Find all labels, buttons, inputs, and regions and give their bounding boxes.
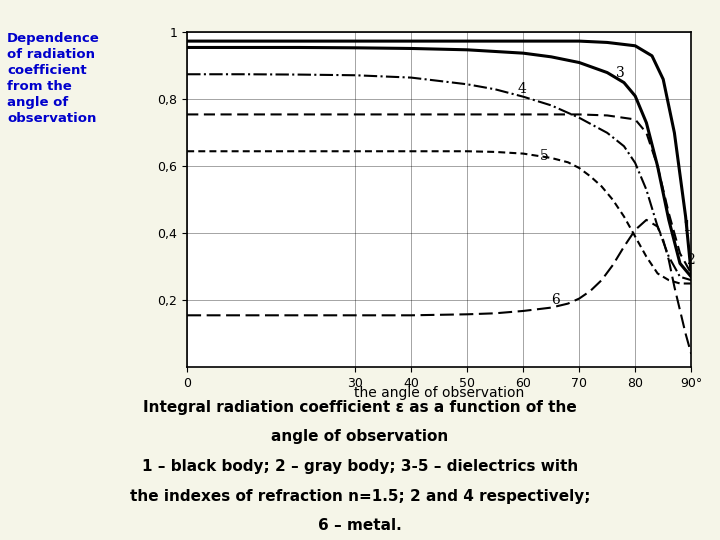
Text: Dependence
of radiation
coefficient
from the
angle of
observation: Dependence of radiation coefficient from… [7,32,100,125]
Text: the indexes of refraction n=1.5; 2 and 4 respectively;: the indexes of refraction n=1.5; 2 and 4… [130,489,590,504]
Text: 6 – metal.: 6 – metal. [318,518,402,534]
Text: Integral radiation coefficient ε as a function of the: Integral radiation coefficient ε as a fu… [143,400,577,415]
Text: 1: 1 [683,220,692,234]
Text: 5: 5 [540,149,549,163]
Text: 4: 4 [518,82,526,96]
Text: the angle of observation: the angle of observation [354,386,524,400]
Text: 1 – black body; 2 – gray body; 3-5 – dielectrics with: 1 – black body; 2 – gray body; 3-5 – die… [142,459,578,474]
Text: angle of observation: angle of observation [271,429,449,444]
Text: 3: 3 [616,65,624,79]
Text: 6: 6 [552,293,560,307]
Text: 2: 2 [685,253,694,267]
